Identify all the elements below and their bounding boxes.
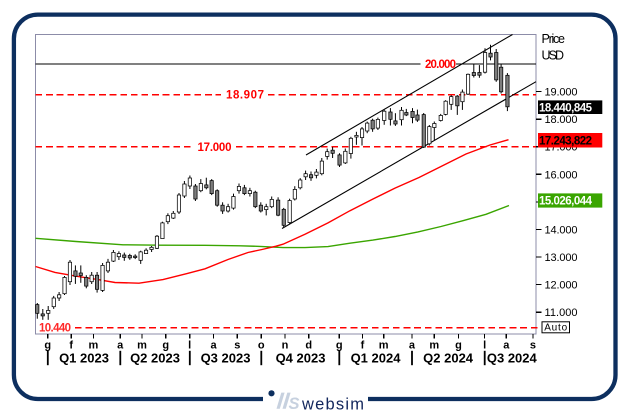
svg-text:10.440: 10.440 bbox=[39, 322, 71, 334]
svg-text:l: l bbox=[188, 339, 191, 351]
svg-text:g: g bbox=[44, 339, 51, 351]
svg-text:a: a bbox=[117, 339, 124, 351]
svg-text:13.000: 13.000 bbox=[545, 252, 578, 264]
svg-text:a: a bbox=[210, 339, 217, 351]
svg-text:websim: websim bbox=[301, 395, 364, 413]
svg-text:d: d bbox=[305, 339, 312, 351]
svg-text:m: m bbox=[379, 339, 389, 351]
svg-text:Q4 2023: Q4 2023 bbox=[276, 351, 326, 366]
svg-text:18.907: 18.907 bbox=[226, 90, 264, 102]
svg-text:Q1 2023: Q1 2023 bbox=[59, 351, 109, 366]
svg-text:g: g bbox=[336, 339, 343, 351]
svg-text:20.000: 20.000 bbox=[425, 59, 456, 71]
svg-text:f: f bbox=[69, 339, 73, 351]
svg-text:o: o bbox=[258, 339, 265, 351]
svg-text:19.000: 19.000 bbox=[545, 87, 578, 99]
svg-text:g: g bbox=[455, 339, 462, 351]
svg-text:17.243,822: 17.243,822 bbox=[539, 135, 592, 147]
svg-text:f: f bbox=[361, 339, 365, 351]
svg-text:a: a bbox=[409, 339, 416, 351]
svg-text:14.000: 14.000 bbox=[545, 225, 578, 237]
svg-text:11.000: 11.000 bbox=[545, 307, 578, 319]
svg-text:g: g bbox=[162, 339, 169, 351]
svg-text:Q3 2023: Q3 2023 bbox=[201, 351, 251, 366]
svg-text:Auto: Auto bbox=[544, 323, 567, 334]
svg-text:S: S bbox=[289, 395, 300, 413]
svg-text:Q2 2024: Q2 2024 bbox=[423, 351, 474, 366]
svg-text:m: m bbox=[429, 339, 439, 351]
svg-text:n: n bbox=[282, 339, 289, 351]
svg-text:l: l bbox=[483, 339, 486, 351]
svg-text:s: s bbox=[530, 339, 536, 351]
svg-text:s: s bbox=[234, 339, 240, 351]
svg-text:USD: USD bbox=[542, 49, 565, 63]
svg-text:Price: Price bbox=[542, 32, 566, 46]
svg-text:m: m bbox=[89, 339, 99, 351]
svg-text:12.000: 12.000 bbox=[545, 280, 578, 292]
svg-text:Q3 2024: Q3 2024 bbox=[487, 351, 538, 366]
svg-text:a: a bbox=[503, 339, 510, 351]
svg-text:15.026,044: 15.026,044 bbox=[539, 196, 593, 208]
svg-text:16.000: 16.000 bbox=[545, 169, 578, 181]
svg-text:17.000: 17.000 bbox=[198, 142, 232, 154]
svg-text:Q1 2024: Q1 2024 bbox=[351, 351, 402, 366]
svg-text:18.000: 18.000 bbox=[545, 114, 578, 126]
svg-text:18.440,845: 18.440,845 bbox=[539, 102, 593, 114]
svg-text:m: m bbox=[137, 339, 147, 351]
svg-text:Q2 2023: Q2 2023 bbox=[130, 351, 180, 366]
